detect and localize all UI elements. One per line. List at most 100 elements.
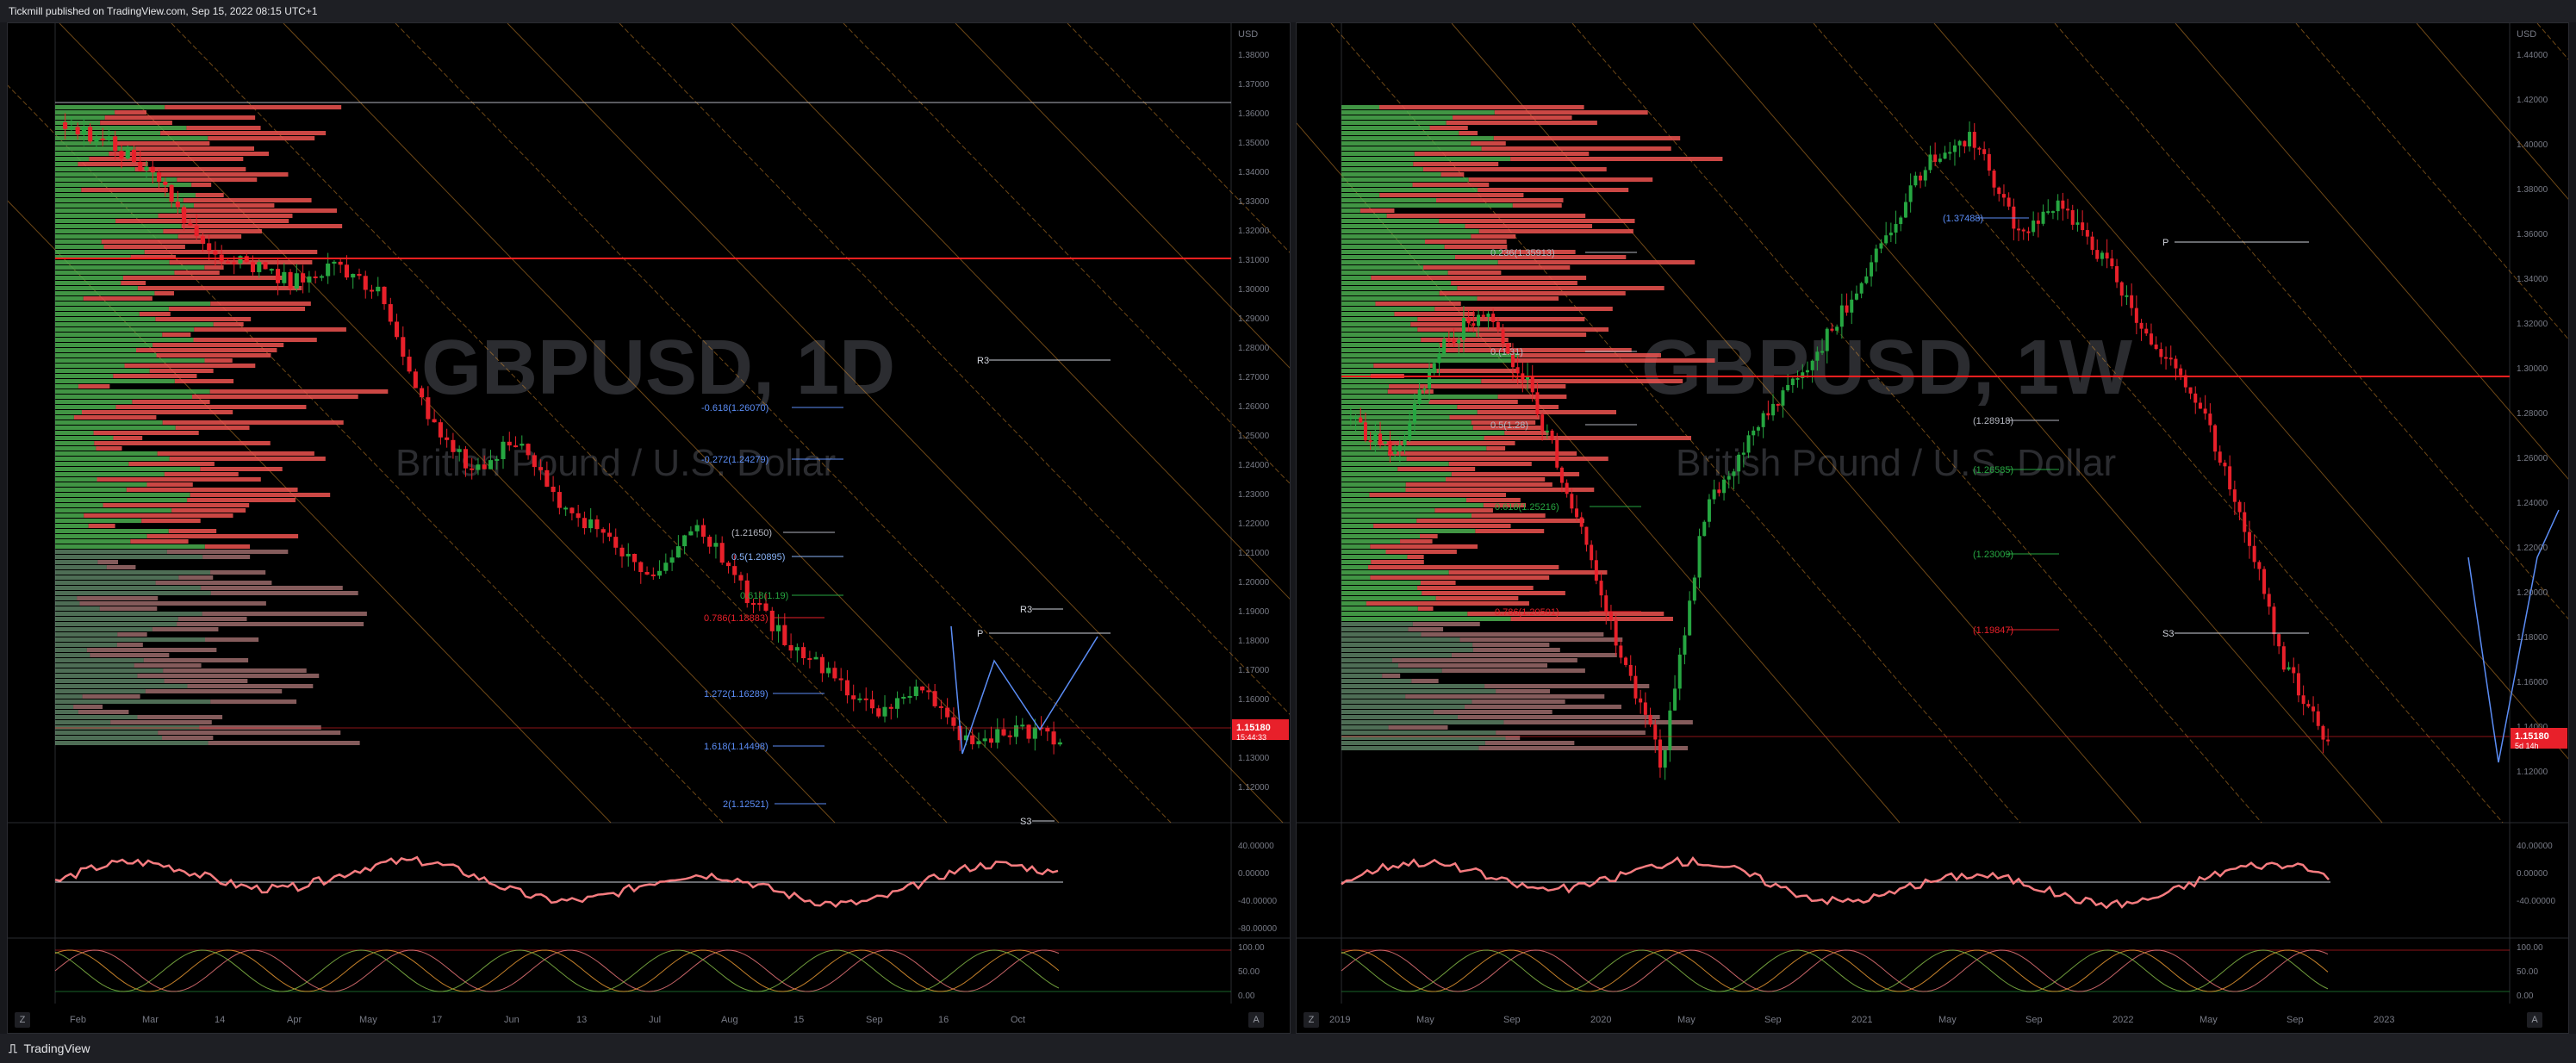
volume-profile-bar	[1378, 441, 1515, 445]
time-tick: Aug	[721, 1015, 738, 1025]
chart-pane-weekly[interactable]: GBPUSD, 1W British Pound / U.S. Dollar 0.2…	[1296, 22, 2569, 1034]
volume-profile-bar	[1421, 338, 1509, 342]
candle-body	[1859, 283, 1864, 294]
watermark-symbol: GBPUSD, 1W	[1641, 325, 2132, 411]
candle-body	[2312, 706, 2316, 712]
volume-profile-bar	[55, 441, 95, 445]
volume-profile-bar	[1341, 446, 1487, 451]
volume-profile-bar	[1440, 172, 1465, 177]
channel-line	[1692, 23, 2383, 824]
volume-profile-bar	[1341, 276, 1372, 280]
channel-line	[1571, 23, 2262, 824]
candle-body	[782, 625, 787, 645]
candle-body	[250, 262, 256, 272]
pivot-label: R3	[977, 356, 989, 366]
chart-pane-daily[interactable]: GBPUSD, 1D British Pound / U.S. Dollar -0.…	[7, 22, 1291, 1034]
volume-profile-bar	[187, 498, 296, 502]
price-tick: 1.21000	[1238, 549, 1270, 558]
price-tick: 1.24000	[1238, 461, 1270, 470]
candle-body	[1864, 276, 1869, 283]
candle-body	[2070, 210, 2075, 225]
volume-profile-bar	[55, 131, 161, 135]
volume-profile-bar	[79, 601, 266, 606]
volume-profile-bar	[55, 420, 163, 425]
candle-body	[1884, 235, 1888, 244]
volume-profile-bar	[166, 550, 289, 554]
auto-scale-button[interactable]: A	[2527, 1012, 2542, 1028]
volume-profile-bar	[1341, 379, 1482, 383]
volume-profile-bar	[55, 694, 83, 699]
volume-profile-bar	[55, 379, 175, 383]
time-tick: May	[1938, 1015, 1957, 1025]
volume-profile-bar	[1341, 534, 1421, 538]
volume-profile-bar	[1478, 746, 1689, 750]
volume-profile-bar	[55, 462, 129, 466]
volume-profile-bar	[55, 270, 175, 275]
volume-profile-bar	[1394, 312, 1475, 316]
candle-body	[1707, 499, 1711, 522]
volume-profile-bar	[193, 338, 317, 342]
tradingview-logo[interactable]: ⎍ TradingView	[9, 1034, 90, 1063]
volume-profile-bar	[1505, 736, 1521, 740]
candle-body	[1943, 152, 1947, 159]
chart-canvas-weekly[interactable]: GBPUSD, 1W British Pound / U.S. Dollar 0.2…	[1297, 23, 2568, 1033]
candle-body	[438, 422, 443, 438]
volume-profile-bar	[55, 668, 164, 673]
volume-profile-bar	[195, 193, 224, 197]
auto-scale-button[interactable]: A	[1248, 1012, 1264, 1028]
volume-profile-bar	[1443, 348, 1632, 352]
volume-profile-bar	[1341, 648, 1473, 652]
volume-profile-bar	[1422, 167, 1607, 171]
volume-profile-bar	[55, 255, 131, 259]
candle-body	[600, 529, 606, 533]
volume-profile-bar	[1422, 591, 1565, 595]
volume-profile-bar	[55, 343, 153, 347]
volume-profile-bar	[174, 270, 220, 275]
volume-profile-bar	[1429, 126, 1468, 130]
fib-level-label: (1.23009)	[1973, 550, 2013, 560]
candle-body	[1408, 422, 1412, 440]
candle-body	[1776, 403, 1780, 406]
zoom-reset-button[interactable]: Z	[15, 1012, 30, 1028]
volume-profile-bar	[55, 457, 170, 461]
channel-line	[2175, 23, 2568, 480]
candle-body	[732, 566, 737, 575]
candle-body	[213, 250, 218, 255]
candle-body	[895, 698, 900, 709]
volume-profile-bar	[157, 451, 314, 456]
candle-body	[1461, 317, 1465, 340]
volume-profile-bar	[1497, 260, 1696, 264]
volume-profile-bar	[55, 286, 138, 290]
volume-profile-bar	[1341, 643, 1473, 647]
channel-line	[619, 23, 1290, 715]
volume-profile-bar	[144, 250, 318, 254]
time-tick: Sep	[1503, 1015, 1521, 1025]
volume-profile-bar	[55, 643, 117, 647]
volume-profile-bar	[1405, 694, 1605, 699]
price-tick: 1.44000	[2517, 51, 2548, 60]
volume-profile-bar	[1341, 327, 1418, 332]
volume-profile-bar	[1341, 141, 1472, 146]
candle-body	[1447, 339, 1451, 341]
volume-profile-bar	[158, 730, 341, 735]
candle-body	[1697, 536, 1702, 578]
volume-profile-bar	[55, 400, 133, 404]
momentum-line	[54, 855, 1059, 908]
candle-body	[501, 441, 506, 459]
candle-body	[407, 357, 412, 372]
volume-profile-bar	[1471, 420, 1536, 425]
candle-body	[2301, 695, 2305, 705]
candle-body	[338, 261, 343, 265]
volume-profile-bar	[1341, 415, 1450, 420]
candle-body	[1466, 317, 1471, 324]
volume-profile-bar	[113, 436, 143, 440]
zoom-reset-button[interactable]: Z	[1304, 1012, 1319, 1028]
volume-profile-bar	[1341, 286, 1458, 290]
candle-body	[1702, 521, 1707, 537]
candle-body	[1437, 354, 1441, 364]
candle-body	[1633, 675, 1638, 699]
volume-profile-bar	[115, 141, 210, 146]
candle-body	[757, 603, 762, 606]
fib-level-label: 0.786(1.20501)	[1495, 607, 1559, 618]
